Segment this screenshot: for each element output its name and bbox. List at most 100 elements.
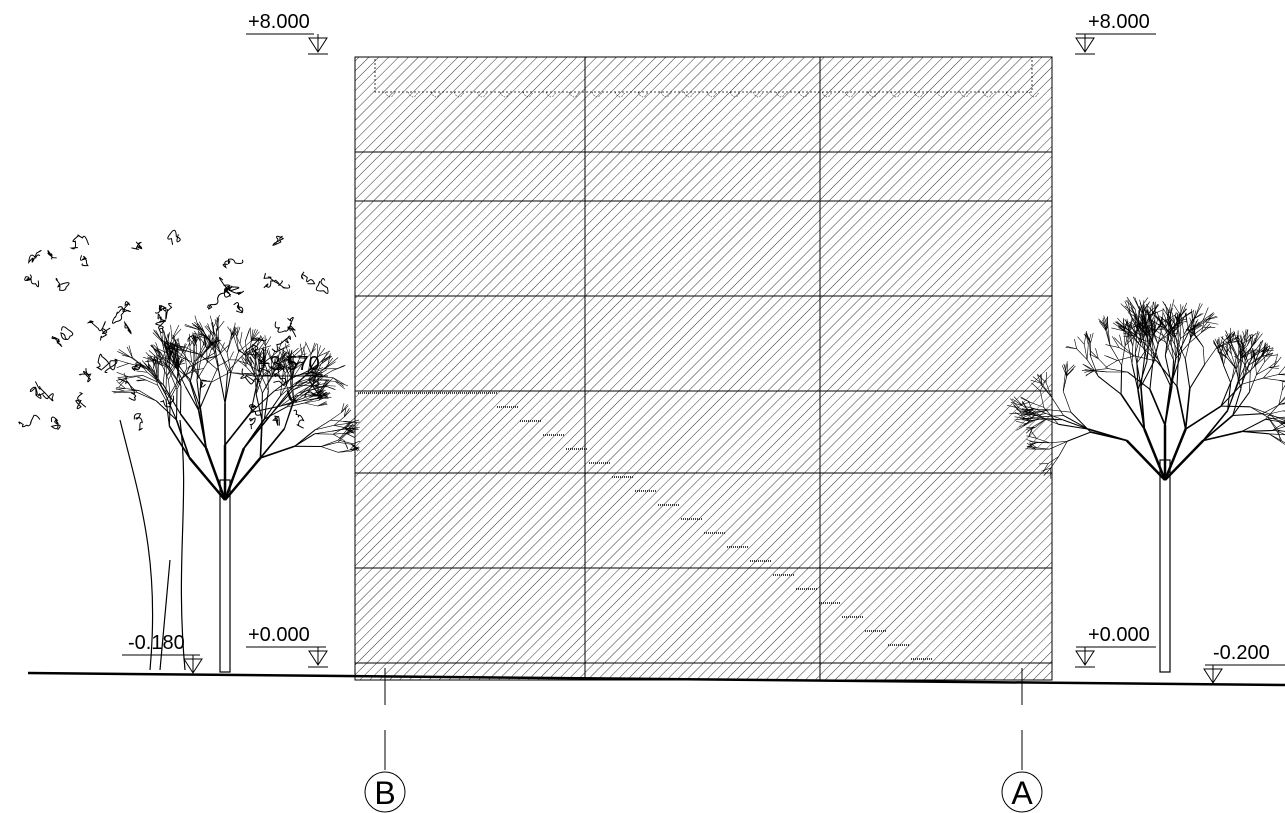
tree-branch [217,339,228,353]
tree-branch [1128,321,1141,328]
tree-branch [258,338,268,350]
tree-branch [194,330,201,342]
tree-branch [1262,413,1285,420]
tree-branch [165,382,177,401]
tree-branch [1169,358,1177,386]
tree-branch [192,334,197,346]
foliage [133,413,143,431]
tree-branch [145,352,155,361]
tree-branch [320,442,339,447]
tree-branch [348,421,360,424]
tree-branch [207,341,217,350]
tree-branch [259,420,263,458]
tree-branch [148,350,158,359]
tree-branch [1136,335,1147,346]
tree-branch [1061,365,1067,377]
tree-branch [113,391,123,394]
foliage [315,277,329,294]
tree-branch [224,371,229,404]
tree-branch [244,328,251,342]
tree-branch [1242,346,1248,361]
tree-branch [1129,301,1134,314]
tree-branch [1229,344,1239,359]
tree-branch [263,395,281,420]
tree-branch [1125,439,1166,481]
tree-branch [121,354,133,358]
tree-branch [271,365,275,378]
tree-branch [118,349,131,358]
tree-branch [259,346,264,357]
tree-branch [1028,426,1034,437]
tree-branch [1175,337,1181,357]
tree-branch [1032,410,1045,419]
tree-branch [1063,415,1089,430]
tree-branch [1174,322,1184,330]
tree-branch [239,331,243,344]
foliage [263,279,283,289]
foliage [248,404,263,416]
tree-branch [1031,382,1041,392]
tree-branch [348,422,358,431]
tree-branch [1191,312,1198,322]
tree-branch [1272,422,1285,431]
tree-branch [1190,321,1193,338]
tree-branch [219,352,232,374]
tree-branch [1196,303,1203,315]
tree-branch [310,367,324,373]
tree-branch [144,362,151,370]
tree-branch [1189,317,1194,329]
tree-branch [168,352,171,368]
tree-branch [307,357,318,373]
tree-branch [1254,333,1263,345]
tree-branch [1077,336,1085,345]
tree-branch [247,363,260,373]
tree-branch [1251,334,1254,346]
tree-branch [1202,414,1234,442]
foliage [257,355,266,367]
tree-branch [1126,296,1136,310]
tree-branch [333,425,349,429]
tree-branch [286,373,289,386]
tree-branch [231,330,237,340]
tree-branch [195,349,209,362]
tree-branch [1148,324,1154,335]
tree-branch [1279,380,1285,382]
tree-branch [1151,339,1159,361]
tree-branch [1062,373,1066,392]
tree-branch [1231,357,1237,380]
tree-branch [194,324,206,336]
tree-branch [167,349,182,355]
tree-branch [173,345,186,348]
tree-branch [1184,388,1191,430]
tree-branch [263,364,275,376]
tree-branch [219,345,229,355]
tree-branch [260,445,295,459]
foliage [222,258,244,269]
tree-branch [284,367,293,380]
tree-branch [1241,429,1273,432]
tree-branch [1175,322,1180,338]
tree-branch [1119,347,1135,357]
tree-branch [1124,335,1135,346]
tree-branch [188,457,226,501]
tree-branch [1193,325,1196,336]
tree-branch [292,379,318,391]
tree-branch [236,326,239,338]
tree-branch [307,361,321,375]
foliage [154,304,167,314]
tree-branch [337,433,347,443]
tree-branch [1234,337,1242,347]
tree-branch [1127,328,1137,337]
tree-branch [1063,363,1068,376]
tree-branch [1135,309,1138,329]
tree-branch [1132,329,1141,336]
foliage [249,417,256,430]
tree-branch [348,416,357,424]
tree-branch [245,374,255,383]
tree-branch [162,384,181,415]
tree-branch [253,364,256,377]
tree-branch [197,335,210,340]
tree-branch [1232,388,1242,416]
tree-branch [1024,406,1035,409]
tree-branch [1090,332,1094,343]
